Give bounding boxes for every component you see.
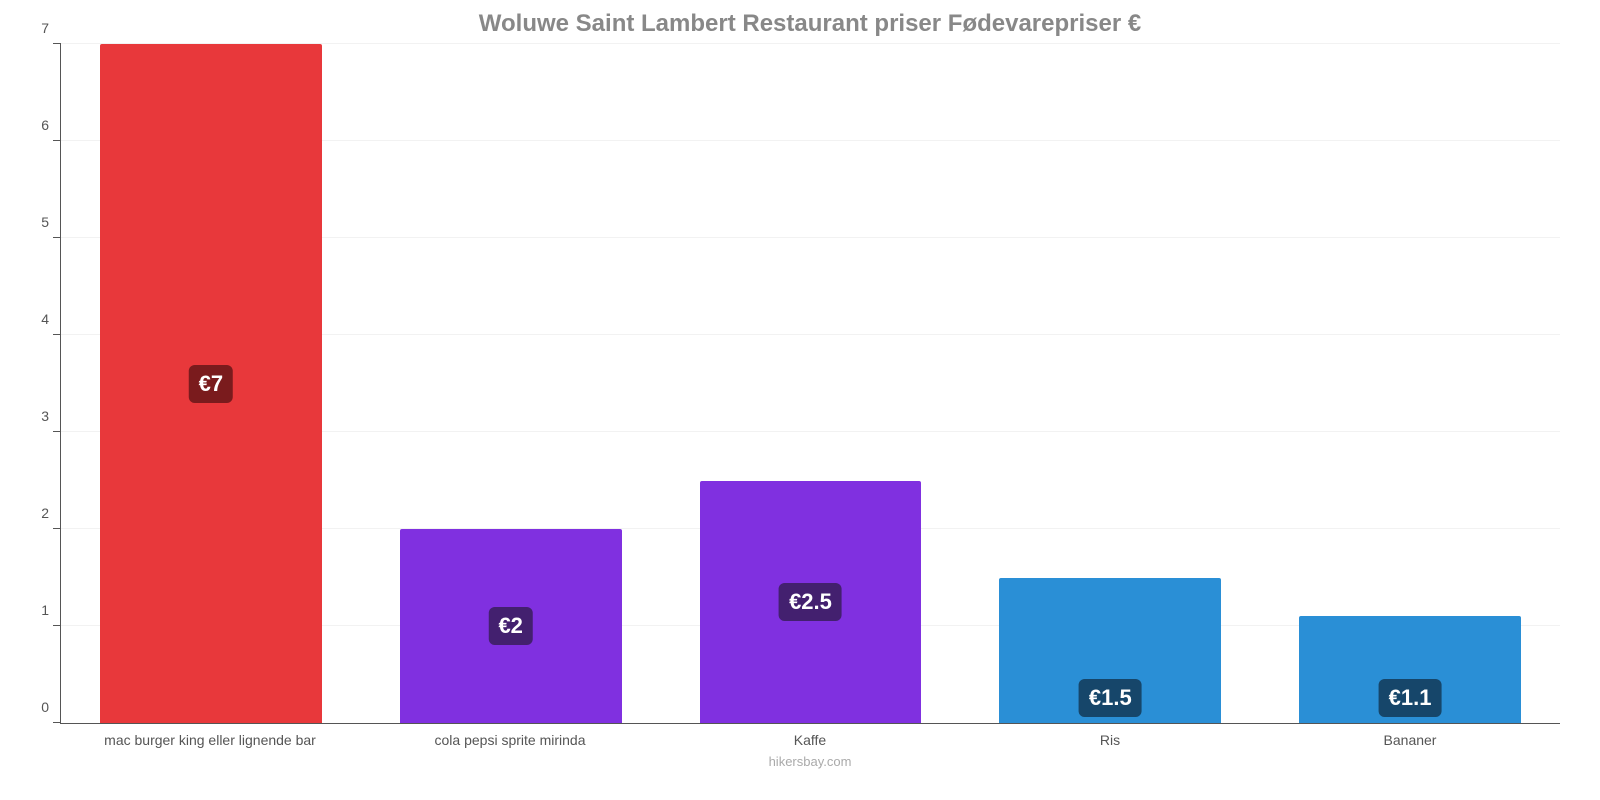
y-tick <box>53 237 61 238</box>
x-tick-label: cola pepsi sprite mirinda <box>360 732 660 748</box>
y-tick <box>53 528 61 529</box>
bar-value-badge: €7 <box>189 365 233 403</box>
bar: €1.5 <box>999 578 1221 724</box>
bar-slot: €1.5 <box>960 44 1260 723</box>
bar-slot: €7 <box>61 44 361 723</box>
x-tick-label: mac burger king eller lignende bar <box>60 732 360 748</box>
x-tick-label: Kaffe <box>660 732 960 748</box>
price-bar-chart: Woluwe Saint Lambert Restaurant priser F… <box>0 0 1600 800</box>
chart-source: hikersbay.com <box>60 754 1560 769</box>
bar: €2.5 <box>700 481 922 724</box>
y-tick-label: 1 <box>41 602 61 618</box>
bar-value-badge: €1.1 <box>1379 679 1442 717</box>
bars-container: €7 €2 €2.5 €1.5 €1.1 <box>61 44 1560 723</box>
bar-value-badge: €2.5 <box>779 583 842 621</box>
x-tick-label: Bananer <box>1260 732 1560 748</box>
bar-slot: €2 <box>361 44 661 723</box>
bar-value-badge: €2 <box>488 607 532 645</box>
bar: €2 <box>400 529 622 723</box>
y-tick <box>53 43 61 44</box>
y-tick-label: 0 <box>41 699 61 715</box>
y-tick <box>53 334 61 335</box>
y-tick-label: 4 <box>41 311 61 327</box>
y-tick-label: 7 <box>41 20 61 36</box>
bar-slot: €1.1 <box>1260 44 1560 723</box>
y-tick-label: 3 <box>41 408 61 424</box>
y-tick <box>53 431 61 432</box>
bar-slot: €2.5 <box>661 44 961 723</box>
x-axis-labels: mac burger king eller lignende barcola p… <box>60 732 1560 748</box>
bar: €7 <box>100 44 322 723</box>
bar: €1.1 <box>1299 616 1521 723</box>
y-tick <box>53 140 61 141</box>
y-tick-label: 5 <box>41 214 61 230</box>
y-tick-label: 6 <box>41 117 61 133</box>
chart-title: Woluwe Saint Lambert Restaurant priser F… <box>60 10 1560 38</box>
bar-value-badge: €1.5 <box>1079 679 1142 717</box>
y-tick <box>53 625 61 626</box>
y-tick <box>53 722 61 723</box>
x-tick-label: Ris <box>960 732 1260 748</box>
plot-area: 01234567€7€2€2.5€1.5€1.1 <box>60 44 1560 724</box>
y-tick-label: 2 <box>41 505 61 521</box>
